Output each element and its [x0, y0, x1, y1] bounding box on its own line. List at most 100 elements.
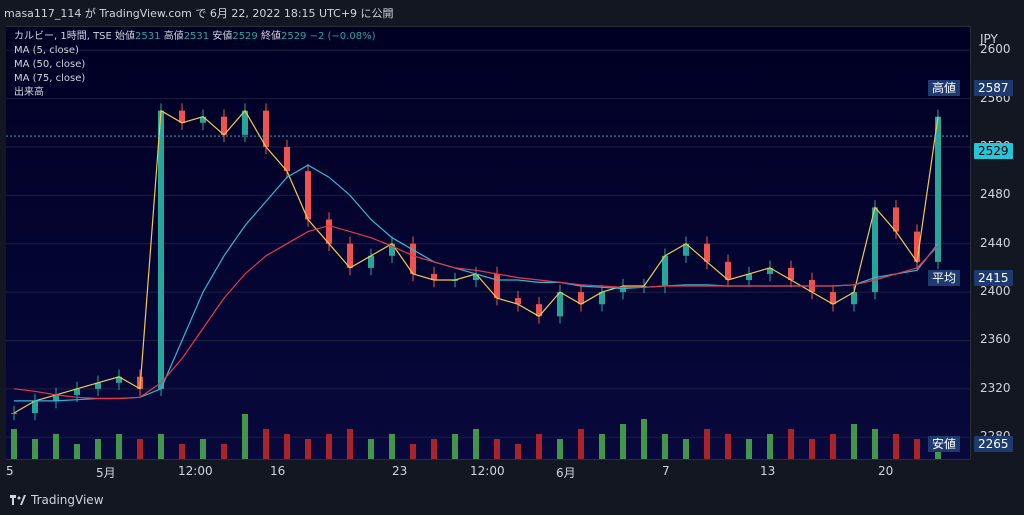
- volume-bar: [515, 444, 521, 459]
- legend-open: 2531: [135, 31, 161, 42]
- volume-bar: [641, 419, 647, 459]
- candle-body: [872, 207, 878, 293]
- tradingview-logo-icon[interactable]: [10, 495, 26, 505]
- volume-bar: [53, 434, 59, 459]
- volume-bar: [137, 439, 143, 459]
- volume-bar: [95, 439, 101, 459]
- volume-bar: [389, 434, 395, 459]
- candle-body: [326, 219, 332, 244]
- publish-credit: masa117_114 が TradingView.com で 6月 22, 2…: [4, 7, 394, 20]
- volume-bar: [683, 439, 689, 459]
- volume-bar: [368, 439, 374, 459]
- volume-bar: [620, 424, 626, 459]
- candle-body: [179, 110, 185, 123]
- candle-body: [473, 273, 479, 280]
- volume-bar: [494, 439, 500, 459]
- volume-bar: [767, 434, 773, 459]
- last-price-tag: 2529: [974, 143, 1013, 159]
- volume-bar: [893, 434, 899, 459]
- low-tag-value: 2265: [974, 436, 1013, 452]
- volume-bar: [599, 434, 605, 459]
- candle-body: [263, 110, 269, 147]
- footer-brand[interactable]: TradingView: [31, 493, 104, 507]
- volume-bar: [452, 434, 458, 459]
- average-tag-value: 2415: [974, 270, 1013, 286]
- volume-bar: [704, 429, 710, 459]
- candle-body: [431, 273, 437, 280]
- x-tick-label: 12:00: [470, 464, 505, 478]
- candle-body: [935, 116, 941, 262]
- x-tick-label: 5: [6, 464, 14, 478]
- legend-close-label: 終値: [260, 31, 281, 42]
- candle-body: [53, 394, 59, 401]
- legend-low: 2529: [232, 31, 258, 42]
- candle-body: [116, 376, 122, 383]
- volume-bar: [242, 414, 248, 459]
- candle-body: [95, 382, 101, 389]
- candle-body: [746, 273, 752, 280]
- volume-bar: [326, 434, 332, 459]
- high-tag-value: 2587: [974, 80, 1013, 96]
- y-tick-label: 2400: [980, 284, 1011, 299]
- average-tag-name: 平均: [928, 270, 961, 286]
- legend-ma50[interactable]: MA (50, close): [14, 59, 86, 70]
- x-tick-label: 16: [270, 464, 286, 478]
- x-tick-label: 23: [392, 464, 408, 478]
- volume-bar: [200, 439, 206, 459]
- volume-bar: [536, 434, 542, 459]
- volume-bar: [263, 429, 269, 459]
- candle-body: [200, 116, 206, 123]
- volume-bar: [662, 434, 668, 459]
- candle-body: [767, 267, 773, 274]
- volume-bar: [746, 439, 752, 459]
- candle-body: [494, 273, 500, 299]
- volume-bar: [851, 424, 857, 459]
- candle-body: [158, 110, 164, 389]
- candle-body: [221, 116, 227, 135]
- volume-bar: [347, 429, 353, 459]
- x-tick-label: 5月: [96, 466, 116, 480]
- x-tick-label: 13: [760, 464, 776, 478]
- candle-body: [683, 243, 689, 256]
- legend-ma5[interactable]: MA (5, close): [14, 45, 79, 56]
- legend-open-label: 始値: [115, 31, 136, 42]
- legend-ma75[interactable]: MA (75, close): [14, 73, 86, 84]
- candle-body: [11, 413, 17, 415]
- volume-bar: [809, 439, 815, 459]
- volume-bar: [788, 429, 794, 459]
- x-tick-label: 6月: [556, 466, 576, 480]
- candle-body: [725, 261, 731, 280]
- candle-body: [515, 298, 521, 305]
- y-tick-label: 2360: [980, 332, 1011, 347]
- volume-bar: [872, 429, 878, 459]
- volume-bar: [305, 439, 311, 459]
- y-tick-label: 2600: [980, 42, 1011, 57]
- time-axis[interactable]: [6, 459, 970, 486]
- candle-body: [893, 207, 899, 232]
- volume-bar: [11, 429, 17, 459]
- legend-symbol-row: カルビー, 1時間, TSE 始値2531 高値2531 安値2529 終値25…: [14, 30, 375, 44]
- candle-body: [704, 243, 710, 262]
- legend-symbol: カルビー, 1時間, TSE: [14, 31, 112, 42]
- volume-bar: [473, 429, 479, 459]
- candle-body: [557, 292, 563, 317]
- volume-bar: [116, 434, 122, 459]
- volume-bar: [32, 439, 38, 459]
- ma75-line: [13, 224, 939, 400]
- legend-volume[interactable]: 出来高: [14, 87, 44, 98]
- volume-bar: [74, 444, 80, 459]
- chart-legend: カルビー, 1時間, TSE 始値2531 高値2531 安値2529 終値25…: [14, 30, 375, 100]
- candle-body: [242, 110, 248, 135]
- candle-body: [410, 243, 416, 274]
- volume-bar: [410, 444, 416, 459]
- price-axis[interactable]: [970, 26, 1024, 459]
- candle-body: [284, 146, 290, 172]
- currency-label: JPY: [980, 32, 998, 46]
- x-tick-label: 7: [662, 464, 670, 478]
- volume-bar: [725, 434, 731, 459]
- candle-body: [368, 255, 374, 268]
- y-tick-label: 2440: [980, 235, 1011, 250]
- high-tag-name: 高値: [928, 80, 961, 96]
- y-tick-label: 2480: [980, 187, 1011, 202]
